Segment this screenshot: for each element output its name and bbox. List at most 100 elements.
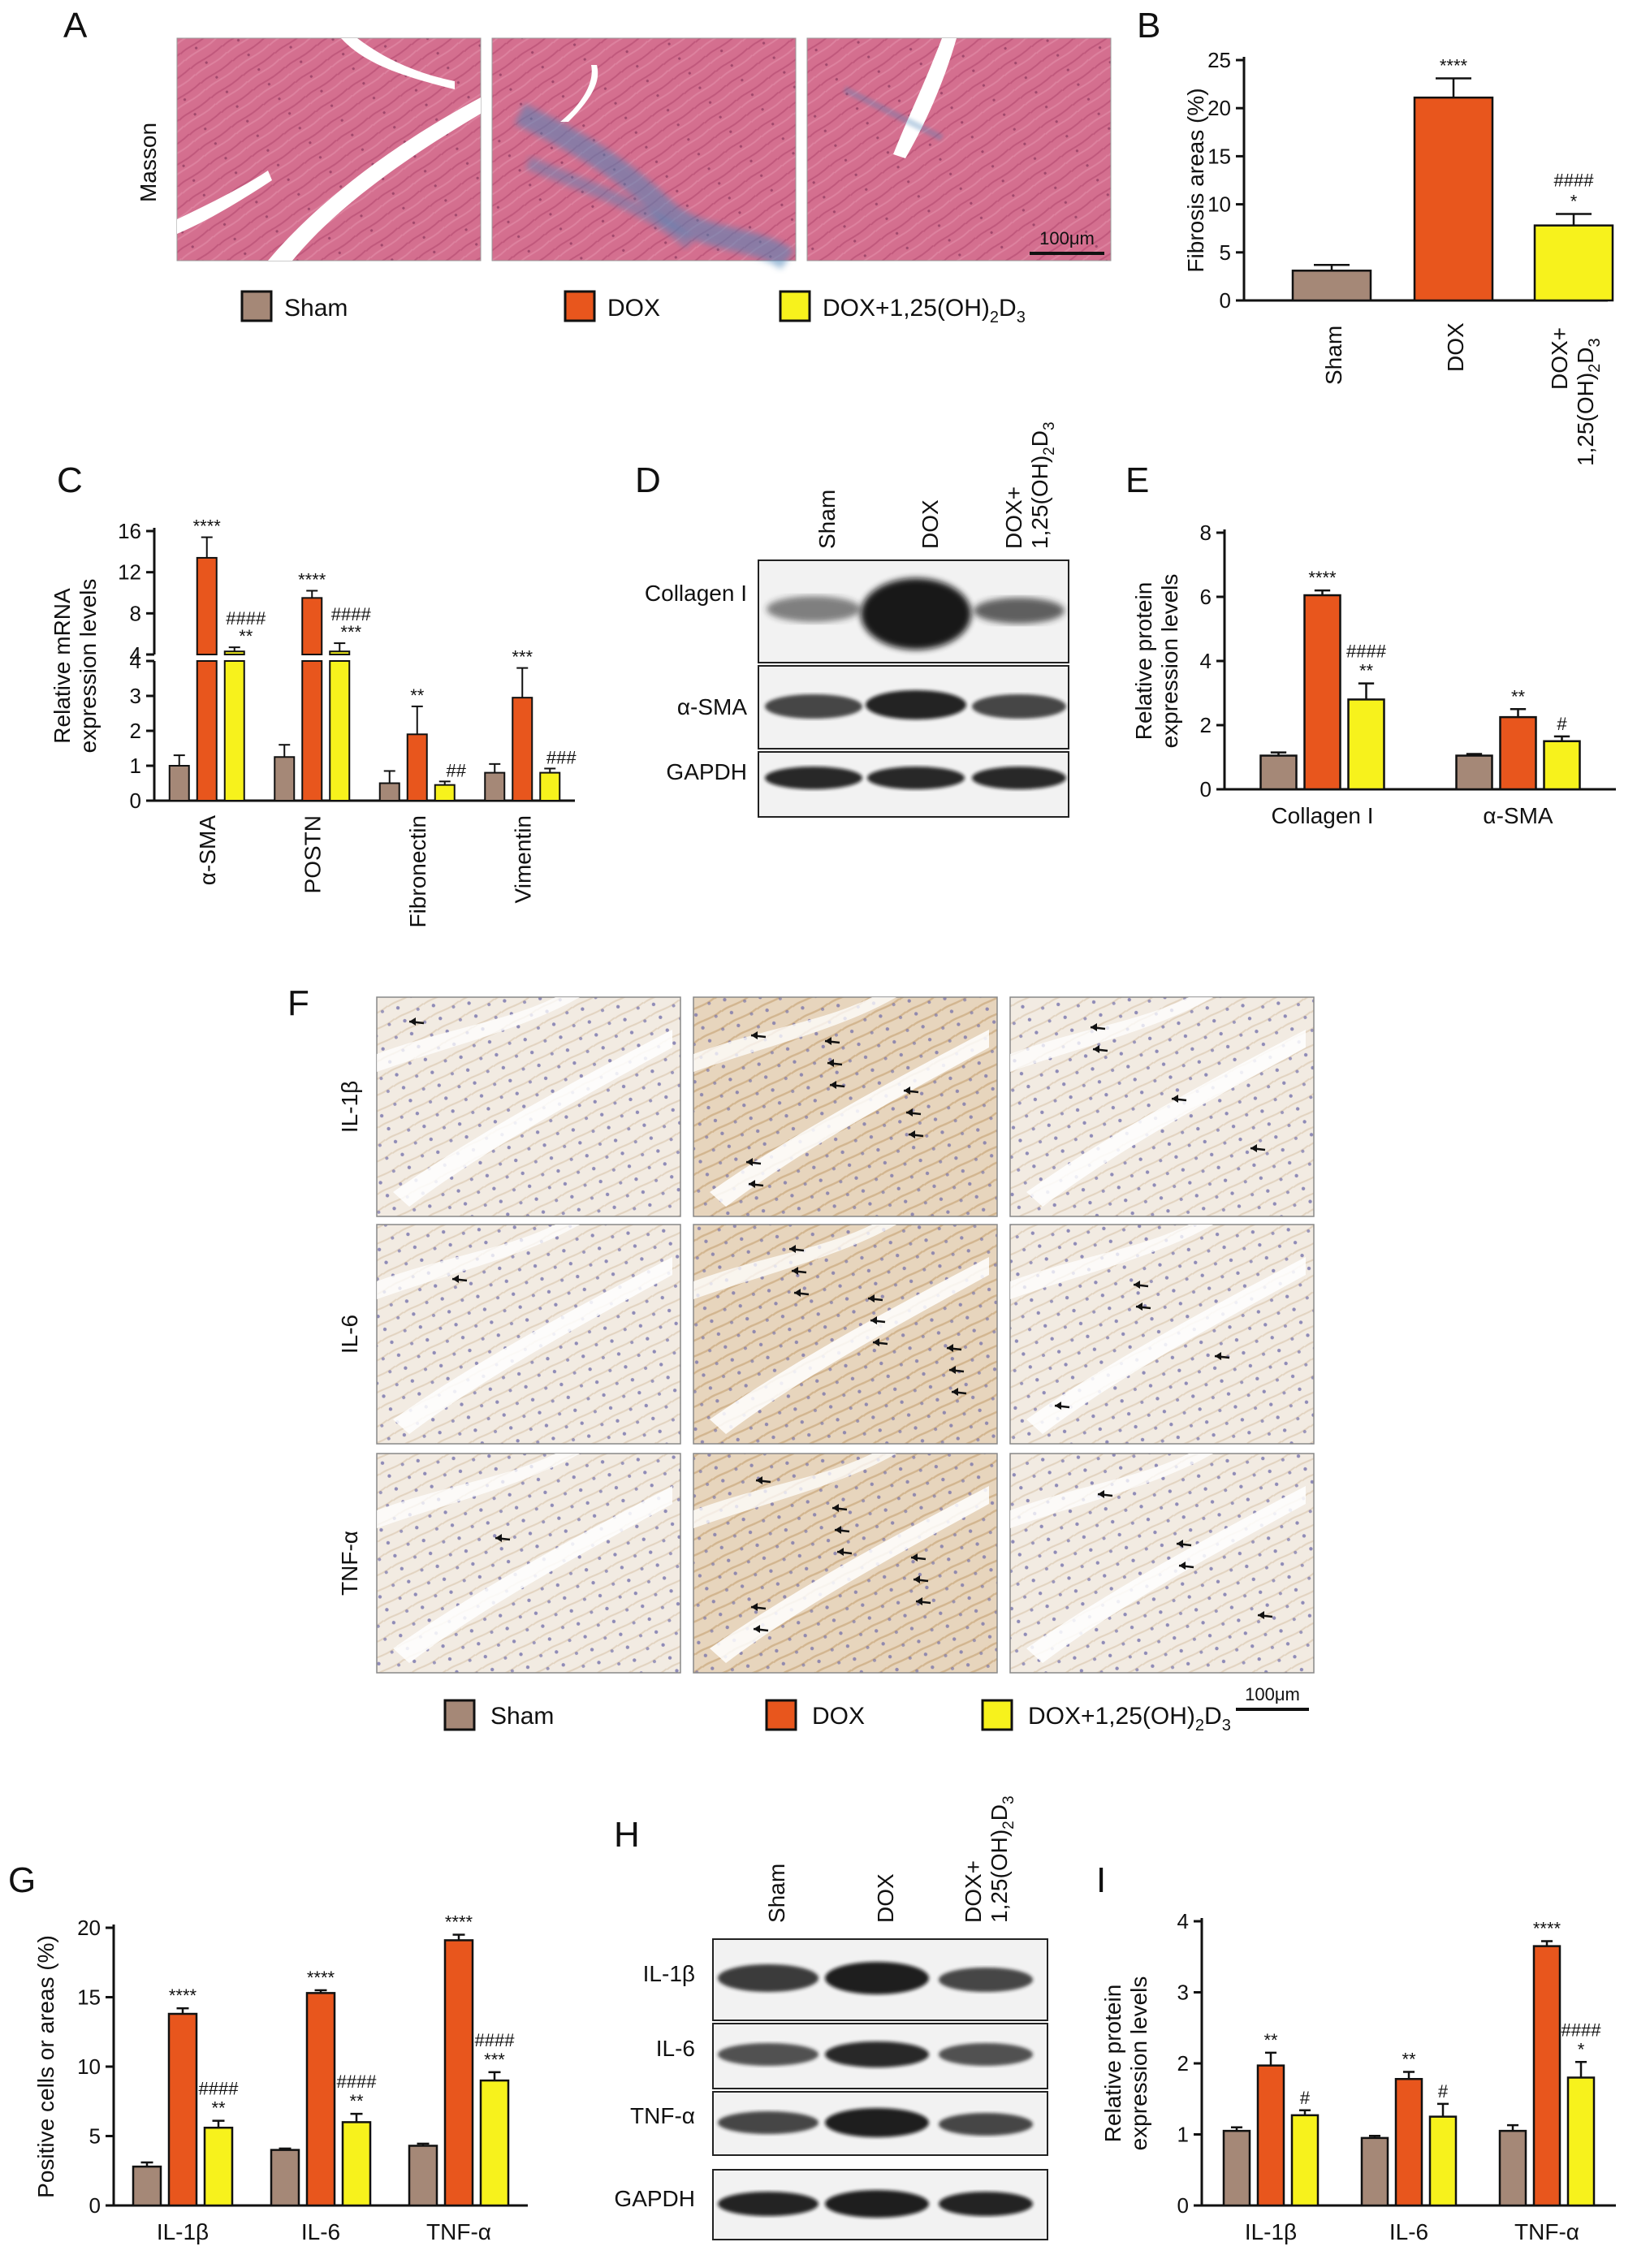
masson-image-vd: 100μm (806, 37, 1112, 261)
significance-label: **** (193, 516, 222, 537)
y-tick-label: 8 (130, 601, 141, 625)
y-tick-label: 4 (130, 649, 141, 673)
significance-label: #### (199, 2079, 240, 2099)
ihc-image (693, 1224, 998, 1445)
ihc-image (1009, 996, 1315, 1217)
chart-fibrosis-areas: 0 5 10 15 20 25 Fibrosis areas (%) **** ####* Sha… (1183, 48, 1614, 466)
tissue-gap (693, 997, 896, 1072)
bar (223, 650, 245, 656)
y-tick-label: 5 (1220, 240, 1231, 265)
significance-label: ** (1511, 686, 1526, 706)
ihc-image (376, 996, 681, 1217)
arrow-head-icon (756, 1476, 762, 1484)
bar (132, 2165, 162, 2207)
arrow-head-icon (452, 1275, 459, 1283)
ihc-image (376, 1453, 681, 1674)
x-tick-label: DOX+ (1547, 327, 1572, 390)
bar (443, 1939, 474, 2207)
panel-letter-d: D (635, 460, 661, 500)
y-axis-label-line2: expression levels (1157, 574, 1182, 749)
arrow-head-icon (792, 1267, 798, 1275)
arrow-head-icon (916, 1597, 922, 1605)
x-tick-label: Fibronectin (405, 815, 430, 928)
y-tick-label: 12 (118, 560, 141, 585)
y-tick-label: 1 (1177, 2123, 1189, 2147)
significance-label: ### (546, 747, 577, 767)
legend-swatch-sham (240, 290, 273, 322)
significance-label: *** (340, 622, 361, 642)
arrow-head-icon (1091, 1023, 1097, 1031)
x-tick-label: Vimentin (510, 815, 535, 903)
y-tick-label: 2 (1177, 2051, 1189, 2076)
blot-d-label-gapdh: GAPDH (666, 759, 747, 784)
significance-label: ** (1402, 2050, 1416, 2070)
y-tick-label: 10 (77, 2054, 101, 2079)
tissue-gap (1026, 1257, 1306, 1434)
blot-d-band-asma-vd (972, 694, 1066, 719)
bar (329, 650, 351, 656)
y-axis-label: Fibrosis areas (%) (1183, 88, 1208, 272)
y-tick-label: 4 (1200, 649, 1212, 673)
panel-letter-g: G (8, 1860, 36, 1900)
legend-a: Sham DOX DOX+1,25(OH)2D3 (240, 290, 1026, 326)
arrow-head-icon (751, 1603, 758, 1611)
arrow-head-icon (1215, 1352, 1221, 1360)
arrow-head-icon (1136, 1302, 1142, 1311)
ihc-image (376, 1224, 681, 1445)
panel-letter-i: I (1096, 1860, 1106, 1900)
x-tick-label: DOX (1443, 322, 1468, 372)
arrow-head-icon (830, 1081, 836, 1089)
arrow-head-icon (835, 1526, 841, 1534)
ihc-image (693, 1453, 998, 1674)
y-axis-label-line1: Relative protein (1100, 1985, 1125, 2143)
tissue-gap (393, 1486, 672, 1663)
bar (1533, 224, 1614, 302)
y-tick-label: 0 (1220, 288, 1231, 313)
x-tick-label: POSTN (300, 815, 325, 893)
bar (408, 2145, 438, 2207)
blot-h-label-gapdh: GAPDH (614, 2186, 695, 2211)
x-tick-label: α-SMA (195, 815, 220, 886)
arrow-head-icon (1093, 1045, 1099, 1053)
y-tick-label: 4 (1177, 1909, 1189, 1933)
tissue-gap (1010, 1225, 1213, 1299)
legend-label-vd: DOX+1,25(OH)2D3 (823, 295, 1026, 326)
y-axis-label: Positive cells or areas (%) (33, 1935, 58, 2198)
scale-bar-label-a: 100μm (1039, 228, 1095, 248)
panel-letter-f: F (287, 983, 309, 1023)
significance-label: #### (1554, 170, 1595, 190)
bar (341, 2121, 372, 2207)
blot-h-lane-vd-line1: DOX+ (961, 1860, 986, 1923)
panel-letter-h: H (614, 1815, 640, 1855)
ihc-image (693, 996, 998, 1217)
arrow-head-icon (832, 1504, 839, 1512)
y-tick-label: 0 (1177, 2193, 1189, 2218)
significance-label: * (1578, 2039, 1585, 2059)
bar (406, 733, 428, 801)
legend-f: Sham DOX DOX+1,25(OH)2D3 (443, 1699, 1231, 1734)
legend-f-swatch-vd (981, 1699, 1013, 1731)
y-tick-label: 15 (77, 1985, 101, 2010)
ihc-row-label: IL-6 (337, 1315, 362, 1354)
arrow-head-icon (868, 1294, 875, 1302)
arrow-head-icon (949, 1366, 956, 1374)
blot-d-band-gapdh-sham (765, 767, 862, 789)
x-tick-label: IL-1β (157, 2219, 209, 2244)
blot-h-lane-dox: DOX (873, 1873, 898, 1923)
arrow-head-icon (409, 1017, 416, 1026)
ihc-tissue (693, 996, 998, 1217)
bar (1543, 740, 1581, 791)
tissue-gap (1010, 997, 1213, 1072)
panel-letter-b: B (1137, 6, 1160, 45)
significance-label: ** (349, 2091, 364, 2111)
arrow-head-icon (1258, 1611, 1264, 1619)
bar (1259, 754, 1298, 791)
blot-d-band-collagen-vd (974, 598, 1065, 624)
significance-label: **** (298, 569, 326, 590)
significance-label: ## (447, 760, 467, 780)
y-tick-label: 5 (89, 2124, 101, 2149)
x-tick-label: TNF-α (426, 2219, 491, 2244)
bar (305, 1992, 336, 2207)
bar (203, 2126, 234, 2207)
